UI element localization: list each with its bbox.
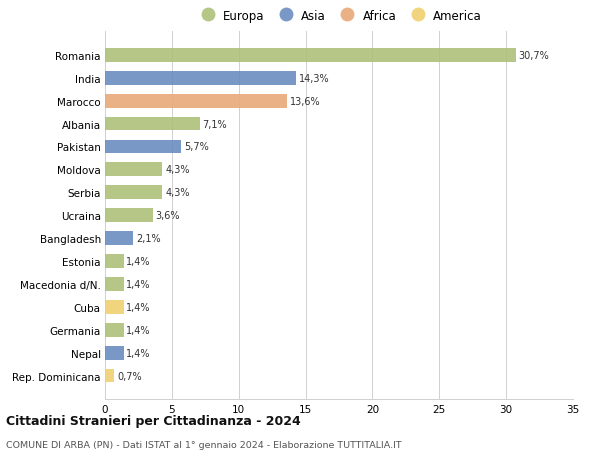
Bar <box>105 232 133 246</box>
Bar <box>105 323 124 337</box>
Bar <box>105 118 200 131</box>
Text: COMUNE DI ARBA (PN) - Dati ISTAT al 1° gennaio 2024 - Elaborazione TUTTITALIA.IT: COMUNE DI ARBA (PN) - Dati ISTAT al 1° g… <box>6 441 401 449</box>
Text: Cittadini Stranieri per Cittadinanza - 2024: Cittadini Stranieri per Cittadinanza - 2… <box>6 414 301 428</box>
Bar <box>105 369 115 383</box>
Bar <box>105 49 515 62</box>
Bar <box>105 95 287 108</box>
Bar <box>105 300 124 314</box>
Text: 0,7%: 0,7% <box>117 371 142 381</box>
Text: 30,7%: 30,7% <box>518 50 549 61</box>
Text: 1,4%: 1,4% <box>127 348 151 358</box>
Text: 3,6%: 3,6% <box>156 211 181 221</box>
Text: 1,4%: 1,4% <box>127 257 151 266</box>
Text: 5,7%: 5,7% <box>184 142 209 152</box>
Bar <box>105 186 163 200</box>
Text: 1,4%: 1,4% <box>127 325 151 335</box>
Text: 1,4%: 1,4% <box>127 280 151 289</box>
Bar <box>105 255 124 269</box>
Bar <box>105 209 153 223</box>
Bar <box>105 163 163 177</box>
Text: 13,6%: 13,6% <box>290 96 320 106</box>
Legend: Europa, Asia, Africa, America: Europa, Asia, Africa, America <box>196 10 482 22</box>
Text: 1,4%: 1,4% <box>127 302 151 312</box>
Bar <box>105 346 124 360</box>
Text: 4,3%: 4,3% <box>165 165 190 175</box>
Bar <box>105 72 296 85</box>
Text: 4,3%: 4,3% <box>165 188 190 198</box>
Bar <box>105 140 181 154</box>
Bar <box>105 277 124 291</box>
Text: 7,1%: 7,1% <box>203 119 227 129</box>
Text: 14,3%: 14,3% <box>299 73 329 84</box>
Text: 2,1%: 2,1% <box>136 234 160 244</box>
